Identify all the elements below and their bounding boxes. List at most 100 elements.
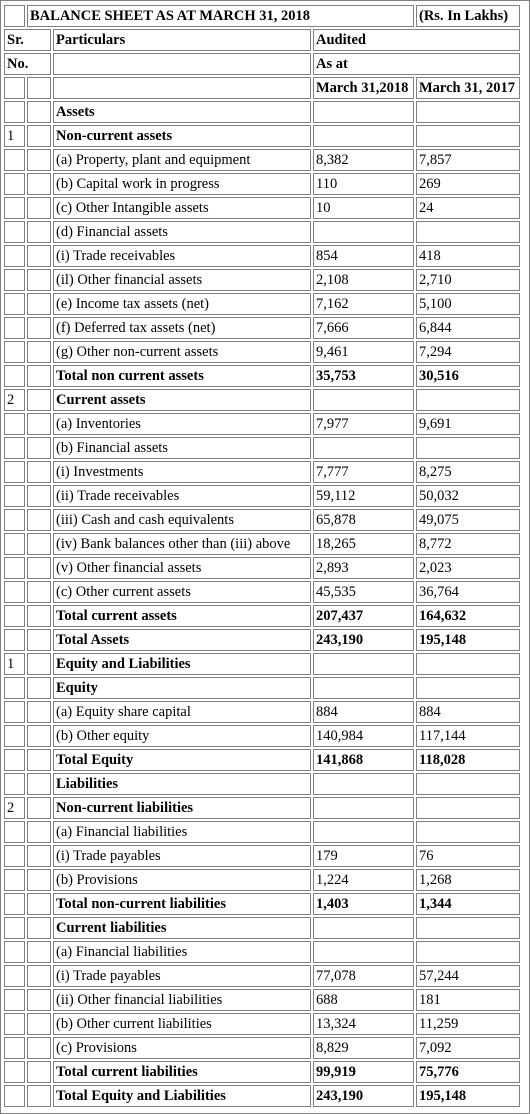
row-particulars: (a) Inventories — [53, 413, 311, 435]
table-row: (a) Property, plant and equipment 8,382 7,… — [4, 149, 520, 171]
row-sr-number — [4, 221, 25, 243]
row-sr-number — [4, 437, 25, 459]
sheet-title: BALANCE SHEET AS AT MARCH 31, 2018 — [27, 5, 414, 27]
row-value-2017: 8,275 — [416, 461, 520, 483]
table-row: (a) Equity share capital 884 884 — [4, 701, 520, 723]
table-row: (b) Capital work in progress 110 269 — [4, 173, 520, 195]
row-value-2017 — [416, 941, 520, 963]
table-row: Equity — [4, 677, 520, 699]
row-indent-cell — [27, 797, 51, 819]
table-row: (il) Other financial assets 2,108 2,710 — [4, 269, 520, 291]
row-sr-number — [4, 485, 25, 507]
row-sr-number — [4, 341, 25, 363]
table-row: Total current liabilities 99,919 75,776 — [4, 1061, 520, 1083]
table-row: (a) Inventories 7,977 9,691 — [4, 413, 520, 435]
row-particulars: (c) Provisions — [53, 1037, 311, 1059]
row-sr-number — [4, 677, 25, 699]
row-value-2017: 1,344 — [416, 893, 520, 915]
row-value-2017: 181 — [416, 989, 520, 1011]
row-particulars: Assets — [53, 101, 311, 123]
table-row: Total non current assets 35,753 30,516 — [4, 365, 520, 387]
row-value-2017: 6,844 — [416, 317, 520, 339]
row-value-2018: 59,112 — [313, 485, 414, 507]
row-value-2017: 1,268 — [416, 869, 520, 891]
row-particulars: (i) Trade payables — [53, 965, 311, 987]
row-sr-number — [4, 269, 25, 291]
row-value-2018: 8,382 — [313, 149, 414, 171]
table-row: (c) Other Intangible assets 10 24 — [4, 197, 520, 219]
row-value-2017: 50,032 — [416, 485, 520, 507]
row-value-2017: 884 — [416, 701, 520, 723]
row-indent-cell — [27, 629, 51, 651]
row-value-2017: 7,857 — [416, 149, 520, 171]
row-value-2018: 688 — [313, 989, 414, 1011]
as-at-header: As at — [313, 53, 520, 75]
row-value-2017 — [416, 653, 520, 675]
row-value-2017: 8,772 — [416, 533, 520, 555]
row-particulars: Non-current assets — [53, 125, 311, 147]
row-indent-cell — [27, 773, 51, 795]
row-sr-number — [4, 245, 25, 267]
row-value-2017: 24 — [416, 197, 520, 219]
row-value-2017: 49,075 — [416, 509, 520, 531]
row-indent-cell — [27, 245, 51, 267]
row-value-2018: 884 — [313, 701, 414, 723]
row-particulars: Liabilities — [53, 773, 311, 795]
row-value-2018: 35,753 — [313, 365, 414, 387]
row-value-2018: 2,108 — [313, 269, 414, 291]
row-value-2017 — [416, 101, 520, 123]
table-row: Liabilities — [4, 773, 520, 795]
table-row: (b) Financial assets — [4, 437, 520, 459]
row-indent-cell — [27, 821, 51, 843]
row-value-2018 — [313, 773, 414, 795]
row-particulars: (i) Investments — [53, 461, 311, 483]
row-value-2018 — [313, 437, 414, 459]
row-value-2017: 195,148 — [416, 1085, 520, 1107]
row-sr-number — [4, 173, 25, 195]
empty-cell — [4, 77, 25, 99]
row-value-2017: 195,148 — [416, 629, 520, 651]
row-value-2017: 117,144 — [416, 725, 520, 747]
row-value-2017: 5,100 — [416, 293, 520, 315]
row-value-2017: 9,691 — [416, 413, 520, 435]
table-row: 1 Equity and Liabilities — [4, 653, 520, 675]
row-particulars: (ii) Trade receivables — [53, 485, 311, 507]
row-value-2017: 57,244 — [416, 965, 520, 987]
row-indent-cell — [27, 485, 51, 507]
row-indent-cell — [27, 1013, 51, 1035]
header-columns-row: Sr. Particulars Audited — [4, 29, 520, 51]
table-row: (e) Income tax assets (net) 7,162 5,100 — [4, 293, 520, 315]
row-indent-cell — [27, 581, 51, 603]
row-value-2018: 2,893 — [313, 557, 414, 579]
row-value-2018 — [313, 221, 414, 243]
table-row: 2 Current assets — [4, 389, 520, 411]
row-value-2018: 7,977 — [313, 413, 414, 435]
row-value-2018: 7,162 — [313, 293, 414, 315]
row-indent-cell — [27, 509, 51, 531]
row-indent-cell — [27, 965, 51, 987]
table-row: 1 Non-current assets — [4, 125, 520, 147]
row-value-2018: 1,403 — [313, 893, 414, 915]
row-value-2018: 207,437 — [313, 605, 414, 627]
row-indent-cell — [27, 557, 51, 579]
table-row: Total Equity and Liabilities 243,190 195,1… — [4, 1085, 520, 1107]
row-value-2018: 243,190 — [313, 629, 414, 651]
row-sr-number — [4, 629, 25, 651]
row-particulars: Equity and Liabilities — [53, 653, 311, 675]
table-row: (d) Financial assets — [4, 221, 520, 243]
row-particulars: Total current assets — [53, 605, 311, 627]
row-value-2018 — [313, 125, 414, 147]
row-particulars: (a) Property, plant and equipment — [53, 149, 311, 171]
row-sr-number — [4, 461, 25, 483]
row-particulars: Total non current assets — [53, 365, 311, 387]
row-value-2017: 75,776 — [416, 1061, 520, 1083]
row-value-2018: 854 — [313, 245, 414, 267]
row-sr-number — [4, 845, 25, 867]
row-sr-number — [4, 917, 25, 939]
row-particulars: (il) Other financial assets — [53, 269, 311, 291]
row-indent-cell — [27, 1037, 51, 1059]
row-indent-cell — [27, 893, 51, 915]
table-row: (i) Investments 7,777 8,275 — [4, 461, 520, 483]
table-row: (c) Provisions 8,829 7,092 — [4, 1037, 520, 1059]
